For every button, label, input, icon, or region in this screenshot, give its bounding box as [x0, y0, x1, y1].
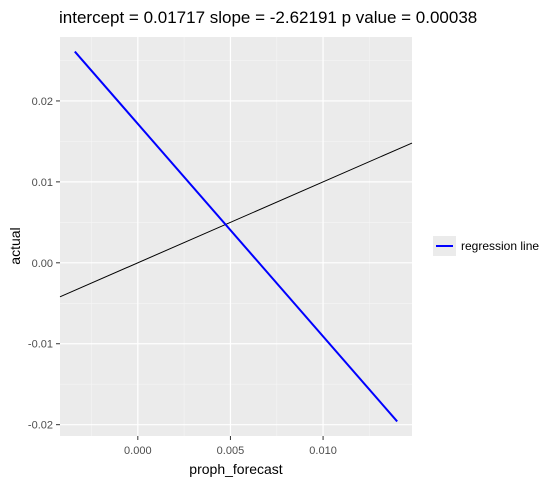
- y-tick-label: 0.02: [32, 96, 53, 108]
- x-tick-label: 0.005: [217, 445, 245, 457]
- chart-title: intercept = 0.01717 slope = -2.62191 p v…: [59, 8, 477, 27]
- regression-line: [74, 50, 398, 423]
- x-axis: 0.000 0.005 0.010: [124, 436, 337, 457]
- data-lines: [59, 50, 413, 423]
- legend-label-regression-line: regression line: [461, 239, 539, 253]
- minor-gridlines: [60, 37, 412, 436]
- reference-line: [59, 142, 413, 298]
- x-tick-label: 0.010: [309, 445, 337, 457]
- x-tick-label: 0.000: [124, 445, 152, 457]
- y-axis-title: actual: [7, 227, 23, 264]
- y-tick-label: 0.01: [32, 177, 53, 189]
- major-gridlines: [60, 37, 412, 436]
- legend: regression line: [433, 236, 539, 256]
- x-axis-title: proph_forecast: [189, 461, 283, 477]
- y-axis: -0.02 -0.01 0.00 0.01 0.02: [28, 96, 60, 432]
- y-tick-label: 0.00: [32, 258, 53, 270]
- y-tick-label: -0.01: [28, 339, 53, 351]
- y-tick-label: -0.02: [28, 420, 53, 432]
